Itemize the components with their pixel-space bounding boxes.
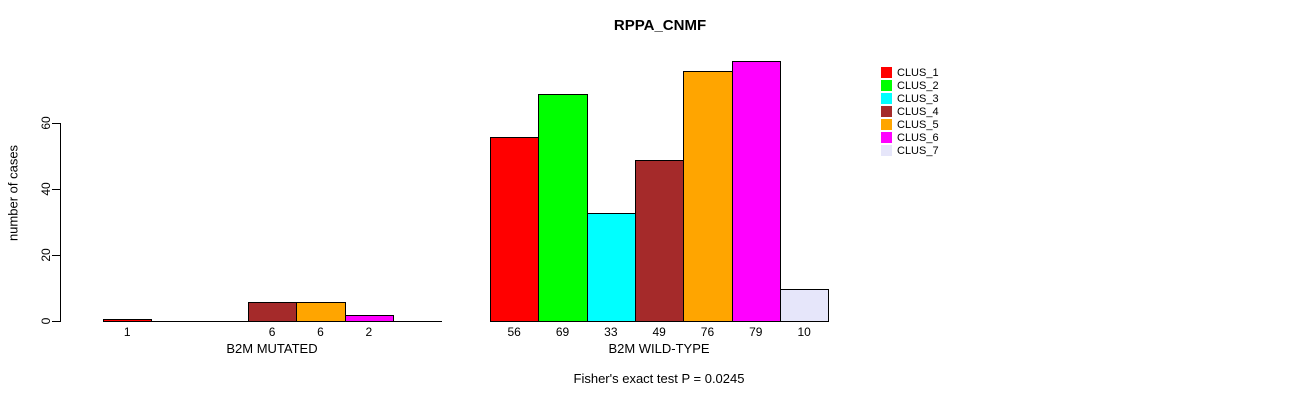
x-axis-label-mutated: B2M MUTATED <box>226 341 318 356</box>
legend-label-clus-4: CLUS_4 <box>897 105 939 118</box>
bar-value-label-mutated-clus-4: 6 <box>268 325 276 339</box>
bar-wildtype-clus-5 <box>683 71 733 322</box>
bar-wildtype-clus-3 <box>586 212 636 322</box>
bar-value-label-wildtype-clus-4: 49 <box>652 325 666 339</box>
bar-mutated-clus-2-zero <box>151 320 201 322</box>
y-tick <box>52 254 60 256</box>
bar-wildtype-clus-2 <box>538 94 588 322</box>
bar-wildtype-clus-7 <box>779 288 830 322</box>
fisher-test-footnote: Fisher's exact test P = 0.0245 <box>573 371 745 386</box>
y-tick-label: 40 <box>39 182 53 196</box>
bar-wildtype-clus-4 <box>634 160 685 322</box>
y-tick <box>52 320 60 322</box>
legend-swatch-clus-3 <box>881 93 892 104</box>
legend-swatch-clus-4 <box>881 106 892 117</box>
legend-swatch-clus-6 <box>881 132 892 143</box>
legend-swatch-clus-2 <box>881 80 892 91</box>
y-tick <box>52 122 60 124</box>
bar-value-label-wildtype-clus-3: 33 <box>604 325 618 339</box>
bar-value-label-wildtype-clus-1: 56 <box>507 325 521 339</box>
legend-label-clus-3: CLUS_3 <box>897 92 939 105</box>
legend-item-clus-7: CLUS_7 <box>881 145 939 157</box>
legend-item-clus-2: CLUS_2 <box>881 80 939 92</box>
legend-swatch-clus-7 <box>881 145 892 156</box>
bar-mutated-clus-5 <box>296 302 346 322</box>
y-tick-label: 20 <box>39 248 53 262</box>
legend-label-clus-1: CLUS_1 <box>897 66 939 79</box>
chart-title: RPPA_CNMF <box>613 17 707 34</box>
bar-value-label-wildtype-clus-2: 69 <box>555 325 570 339</box>
bar-mutated-clus-1 <box>103 318 153 322</box>
bar-mutated-clus-4 <box>247 302 298 322</box>
legend-label-clus-5: CLUS_5 <box>897 118 939 131</box>
legend-swatch-clus-1 <box>881 67 892 78</box>
bar-mutated-clus-7-zero <box>392 320 443 322</box>
y-tick <box>52 188 60 190</box>
bar-value-label-wildtype-clus-6: 79 <box>749 325 763 339</box>
legend-swatch-clus-5 <box>881 119 892 130</box>
bar-mutated-clus-6 <box>344 315 394 322</box>
legend-label-clus-2: CLUS_2 <box>897 79 939 92</box>
legend-item-clus-3: CLUS_3 <box>881 93 939 105</box>
bar-value-label-mutated-clus-6: 2 <box>365 325 373 339</box>
bar-mutated-clus-3-zero <box>199 320 249 322</box>
bar-value-label-wildtype-clus-7: 10 <box>797 325 811 339</box>
bar-wildtype-clus-1 <box>490 137 540 322</box>
legend-item-clus-6: CLUS_6 <box>881 132 939 144</box>
bar-value-label-wildtype-clus-5: 76 <box>700 325 715 339</box>
legend-item-clus-4: CLUS_4 <box>881 106 939 118</box>
legend-label-clus-6: CLUS_6 <box>897 131 939 144</box>
bar-wildtype-clus-6 <box>731 61 781 322</box>
legend-item-clus-5: CLUS_5 <box>881 119 939 131</box>
y-axis-label: number of cases <box>5 144 21 242</box>
legend-item-clus-1: CLUS_1 <box>881 67 939 79</box>
y-tick-label: 60 <box>39 116 53 130</box>
x-axis-label-wildtype: B2M WILD-TYPE <box>608 341 710 356</box>
y-tick-label: 0 <box>39 317 53 325</box>
bar-value-label-mutated-clus-5: 6 <box>317 325 324 339</box>
bar-value-label-mutated-clus-1: 1 <box>123 325 131 339</box>
legend-label-clus-7: CLUS_7 <box>897 144 939 157</box>
y-axis-line <box>60 122 61 322</box>
